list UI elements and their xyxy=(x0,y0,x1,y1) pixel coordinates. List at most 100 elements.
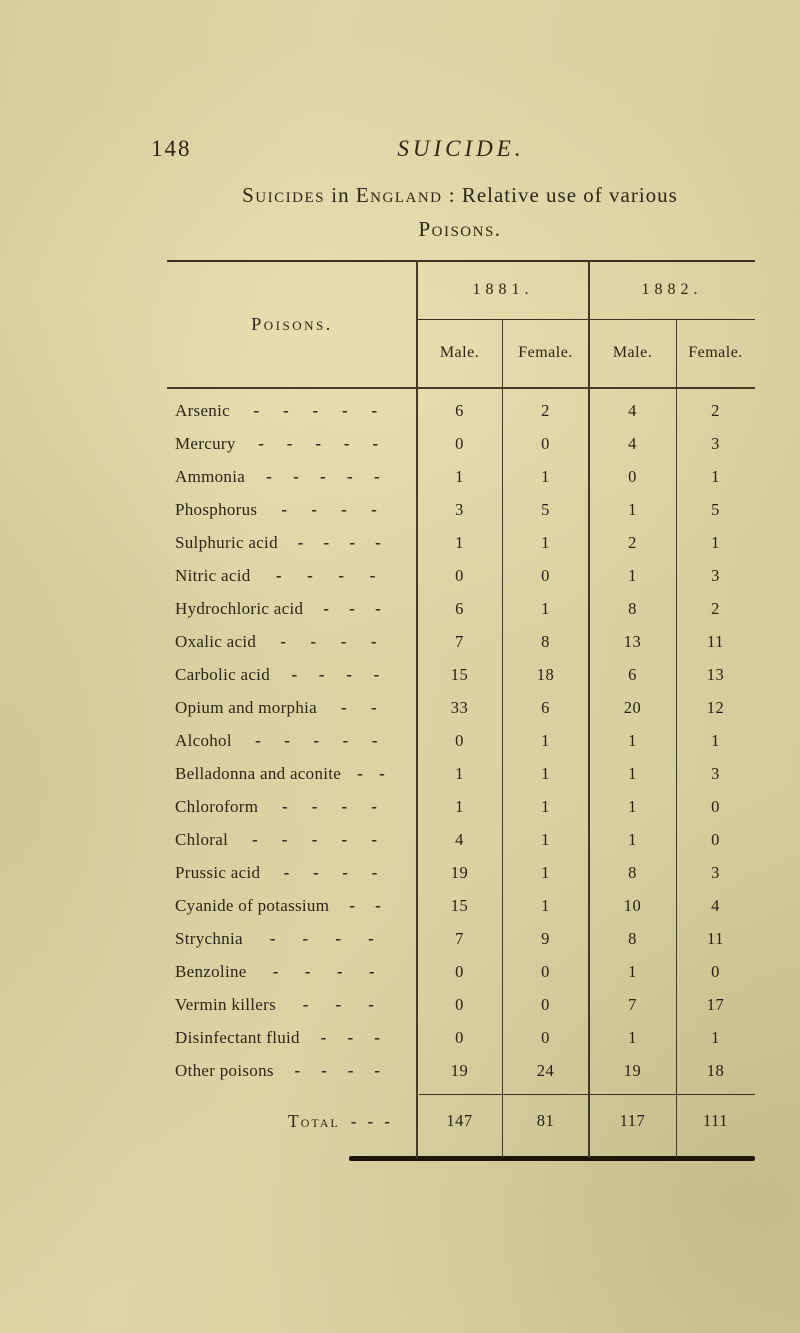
cell-value: 6 xyxy=(541,697,550,717)
cell-value: 0 xyxy=(455,1027,464,1047)
row-label-cell: Opium and morphia - - xyxy=(167,698,417,718)
row-dash-leader: ---- xyxy=(247,962,401,982)
cell-value: 1 xyxy=(455,532,464,552)
cell-value: 19 xyxy=(450,862,469,882)
row-label-cell: Hydrochloric acid - - - xyxy=(167,599,417,619)
row-label-cell: Nitric acid - - - - xyxy=(167,566,417,586)
divider-poisons-1881 xyxy=(416,260,418,1158)
year-group-header-1881: 1881. xyxy=(472,280,534,298)
table-row: Belladonna and aconite - -1 1 1 3 xyxy=(167,757,755,790)
row-dash-leader: ----- xyxy=(232,731,401,751)
table-row: Opium and morphia - -33 6 20 12 xyxy=(167,691,755,724)
leader-dash: - xyxy=(341,796,348,816)
year-group-header-1882: 1882. xyxy=(641,280,703,298)
leader-dash: - xyxy=(379,763,386,783)
leader-dash: - xyxy=(294,1060,301,1080)
leader-dash: - xyxy=(371,730,378,750)
row-dash-leader: -- xyxy=(329,896,401,916)
cell-value: 0 xyxy=(541,961,550,981)
leader-dash: - xyxy=(367,1111,374,1131)
row-label: Disinfectant fluid xyxy=(175,1027,300,1047)
row-label-cell: Strychnia - - - - xyxy=(167,929,417,949)
row-label-cell: Chloral - - - - - xyxy=(167,830,417,850)
leader-dash: - xyxy=(371,697,377,717)
leader-dash: - xyxy=(297,532,304,552)
cell-value: 4 xyxy=(455,829,464,849)
cell-value: 7 xyxy=(455,631,464,651)
leader-dash: - xyxy=(371,796,378,816)
leader-dash: - xyxy=(371,862,378,882)
leader-dash: - xyxy=(307,565,314,585)
row-label: Chloral xyxy=(175,829,229,849)
leader-dash: - xyxy=(340,631,347,651)
row-label-cell: Other poisons - - - - xyxy=(167,1061,417,1081)
leader-dash: - xyxy=(302,928,309,948)
row-label: Arsenic xyxy=(175,400,230,420)
table-row: Chloroform - - - - 1 1 1 0 xyxy=(167,790,755,823)
cell-value: 17 xyxy=(706,994,725,1014)
leader-dash: - xyxy=(323,532,330,552)
cell-value: 3 xyxy=(455,499,464,519)
row-label-cell: Disinfectant fluid - - - xyxy=(167,1028,417,1048)
cell-value: 0 xyxy=(455,433,464,453)
row-label: Cyanide of potassium xyxy=(175,895,330,915)
cell-value: 0 xyxy=(455,994,464,1014)
leader-dash: - xyxy=(350,1111,357,1131)
row-label: Benzoline xyxy=(175,961,247,981)
row-dash-leader: --- xyxy=(276,995,401,1015)
leader-dash: - xyxy=(311,499,318,519)
cell-value: 24 xyxy=(536,1060,555,1080)
leader-dash: - xyxy=(375,598,382,618)
cell-value: 8 xyxy=(628,928,637,948)
leader-dash: - xyxy=(349,598,356,618)
row-dash-leader: ---- xyxy=(270,665,401,685)
cell-value: 1 xyxy=(455,796,464,816)
leader-dash: - xyxy=(283,400,289,420)
row-dash-leader: -- xyxy=(341,764,401,784)
table-row: Strychnia - - - - 7 9 8 11 xyxy=(167,922,755,955)
cell-value: 18 xyxy=(536,664,555,684)
cell-value: 0 xyxy=(455,961,464,981)
leader-dash: - xyxy=(343,433,350,453)
table-row: Alcohol - - - - - 0 1 1 1 xyxy=(167,724,755,757)
leader-dash: - xyxy=(347,1060,354,1080)
leader-dash: - xyxy=(338,565,345,585)
leader-dash: - xyxy=(311,829,318,849)
leader-dash: - xyxy=(373,664,380,684)
leader-dash: - xyxy=(253,400,260,420)
page-header: 148 SUICIDE. xyxy=(151,136,755,166)
row-label: Carbolic acid xyxy=(175,664,271,684)
row-label: Ammonia xyxy=(175,466,246,486)
cell-value: 1 xyxy=(628,961,637,981)
row-label-cell: Mercury - - - - - xyxy=(167,434,417,454)
leader-dash: - xyxy=(374,1027,381,1047)
page-number: 148 xyxy=(151,136,192,161)
leader-dash: - xyxy=(275,565,282,585)
table-row: Hydrochloric acid - - -6 1 8 2 xyxy=(167,592,755,625)
row-label-cell: Ammonia - - - - - xyxy=(167,467,417,487)
row-label-cell: Prussic acid - - - - xyxy=(167,863,417,883)
row-label-cell: Benzoline - - - - xyxy=(167,962,417,982)
leader-dash: - xyxy=(255,730,262,750)
cell-value: 1 xyxy=(711,1027,720,1047)
table-top-rule xyxy=(167,260,755,262)
cell-value: 1 xyxy=(628,499,637,519)
table-row: Vermin killers - - - 0 0 7 17 xyxy=(167,988,755,1021)
cell-value: 1 xyxy=(541,763,550,783)
cell-value: 20 xyxy=(623,697,642,717)
leader-dash: - xyxy=(375,895,382,915)
row-label: Other poisons xyxy=(175,1060,274,1080)
leader-dash: - xyxy=(315,433,322,453)
leader-dash: - xyxy=(312,862,319,882)
column-header-1881-female: Female. xyxy=(518,344,573,361)
leader-dash: - xyxy=(320,466,326,486)
leader-dash: - xyxy=(304,961,311,981)
leader-dash: - xyxy=(371,499,378,519)
poisons-column-header: Poisons. xyxy=(251,313,333,334)
row-label-cell: Phosphorus - - - - xyxy=(167,500,417,520)
leader-dash: - xyxy=(336,961,343,981)
total-label: Total xyxy=(288,1110,340,1131)
cell-value: 11 xyxy=(707,631,724,651)
row-label: Sulphuric acid xyxy=(175,532,278,552)
row-dash-leader: ---- xyxy=(278,533,401,553)
